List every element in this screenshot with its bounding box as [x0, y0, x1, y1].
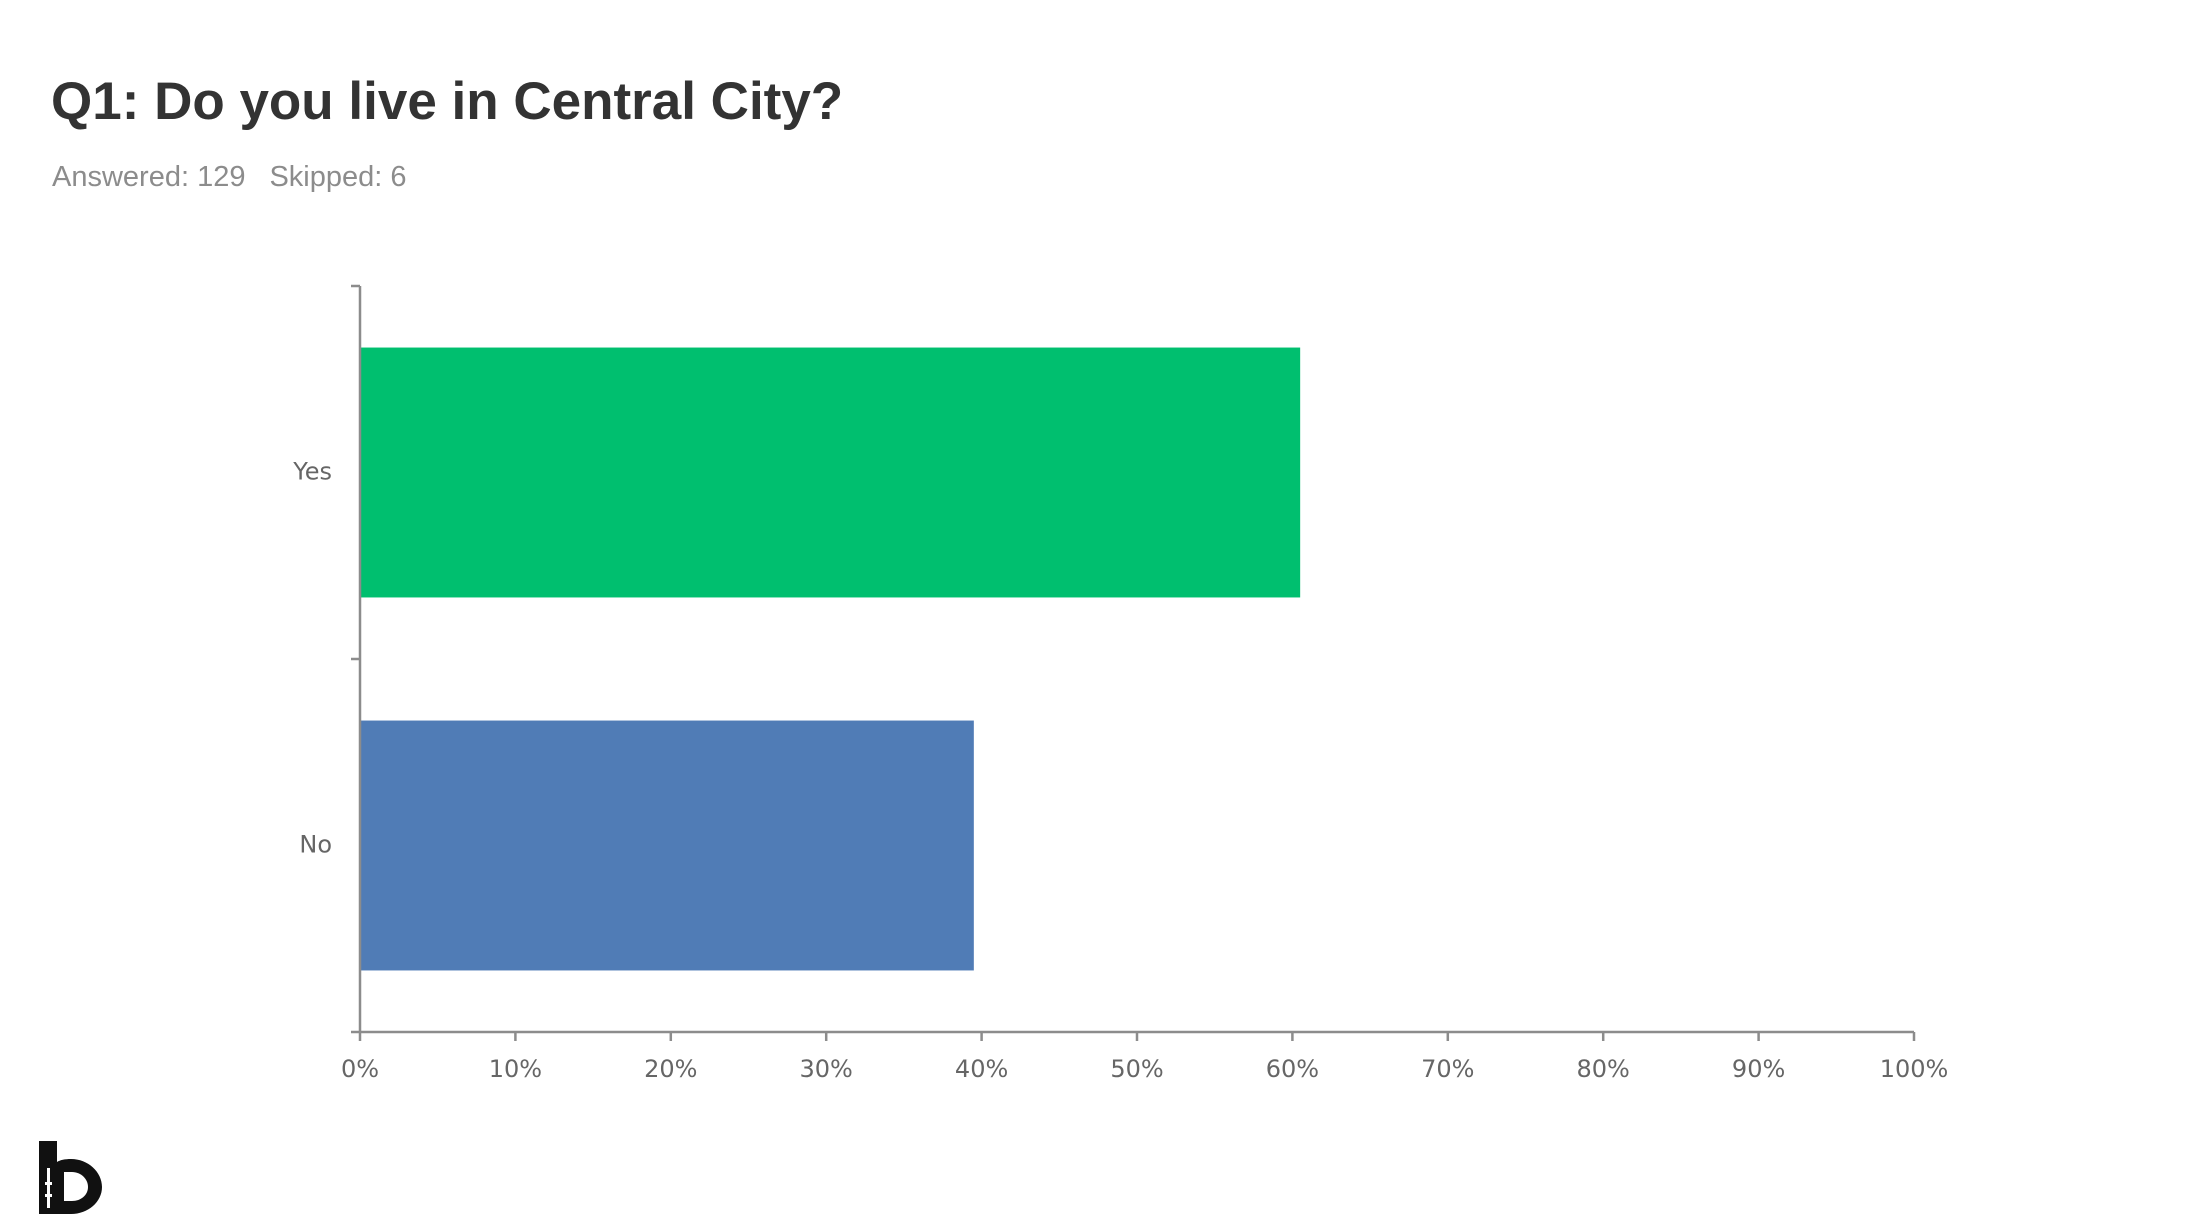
x-tick-label: 100%	[1880, 1055, 1949, 1083]
x-tick-label: 30%	[800, 1055, 853, 1083]
x-tick-label: 70%	[1421, 1055, 1474, 1083]
skipped-count: Skipped: 6	[269, 161, 407, 193]
response-summary: Answered: 129 Skipped: 6	[52, 160, 407, 195]
x-tick-label: 80%	[1577, 1055, 1630, 1083]
x-tick-label: 10%	[489, 1055, 542, 1083]
category-label-yes: Yes	[292, 458, 332, 486]
x-tick-label: 60%	[1266, 1055, 1319, 1083]
category-label-no: No	[299, 831, 332, 859]
x-tick-label: 40%	[955, 1055, 1008, 1083]
bar-no	[360, 720, 974, 971]
brand-logo-icon	[39, 1141, 102, 1214]
answered-count: Answered: 129	[52, 161, 246, 193]
page-title: Q1: Do you live in Central City?	[51, 72, 844, 131]
bar-yes	[360, 347, 1301, 598]
x-tick-label: 90%	[1732, 1055, 1785, 1083]
x-tick-label: 0%	[341, 1055, 379, 1083]
x-tick-label: 50%	[1110, 1055, 1163, 1083]
x-tick-label: 20%	[644, 1055, 697, 1083]
